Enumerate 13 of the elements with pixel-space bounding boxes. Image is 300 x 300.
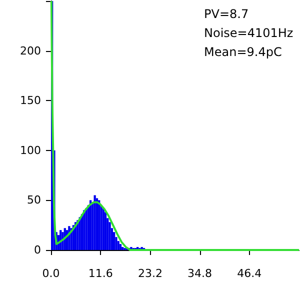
- x-tick-label: 11.6: [88, 267, 113, 280]
- annotation: Mean=9.4pC: [204, 45, 282, 59]
- x-tick-label: 34.8: [188, 267, 212, 280]
- y-tick-label: 100: [20, 144, 41, 157]
- y-tick-label: 50: [27, 194, 41, 207]
- y-tick-label: 0: [34, 244, 41, 256]
- y-tick-label: 150: [20, 94, 41, 108]
- x-tick-label: 23.2: [138, 267, 162, 280]
- x-tick-label: 0.0: [42, 267, 60, 280]
- annotation: PV=8.7: [204, 7, 249, 21]
- x-tick-label: 46.4: [237, 267, 262, 280]
- annotation: Noise=4101Hz: [204, 26, 294, 40]
- y-tick-label: 200: [20, 44, 41, 58]
